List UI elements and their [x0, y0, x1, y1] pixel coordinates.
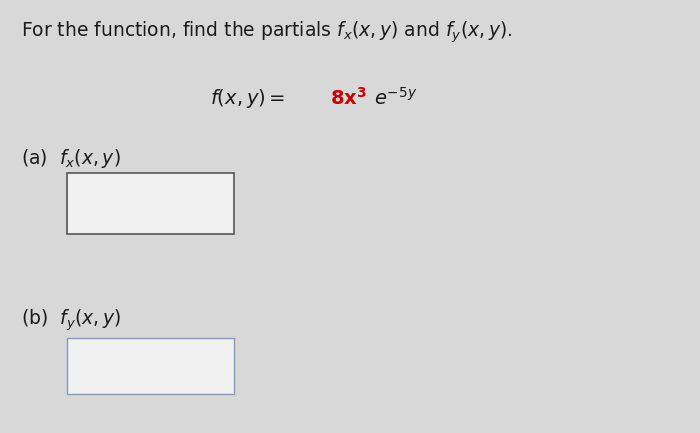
Text: For the function, find the partials $f_x(x, y)$ and $f_y(x, y)$.: For the function, find the partials $f_x…: [21, 19, 512, 45]
Text: (b)  $f_y(x, y)$: (b) $f_y(x, y)$: [21, 307, 121, 333]
FancyBboxPatch shape: [66, 173, 234, 234]
Text: $\mathbf{8x^3}$: $\mathbf{8x^3}$: [330, 87, 368, 109]
Text: $f(x, y) = $: $f(x, y) = $: [210, 87, 286, 110]
Text: $e^{-5y}$: $e^{-5y}$: [374, 87, 418, 109]
Text: (a)  $f_x(x, y)$: (a) $f_x(x, y)$: [21, 147, 120, 170]
FancyBboxPatch shape: [66, 338, 234, 394]
